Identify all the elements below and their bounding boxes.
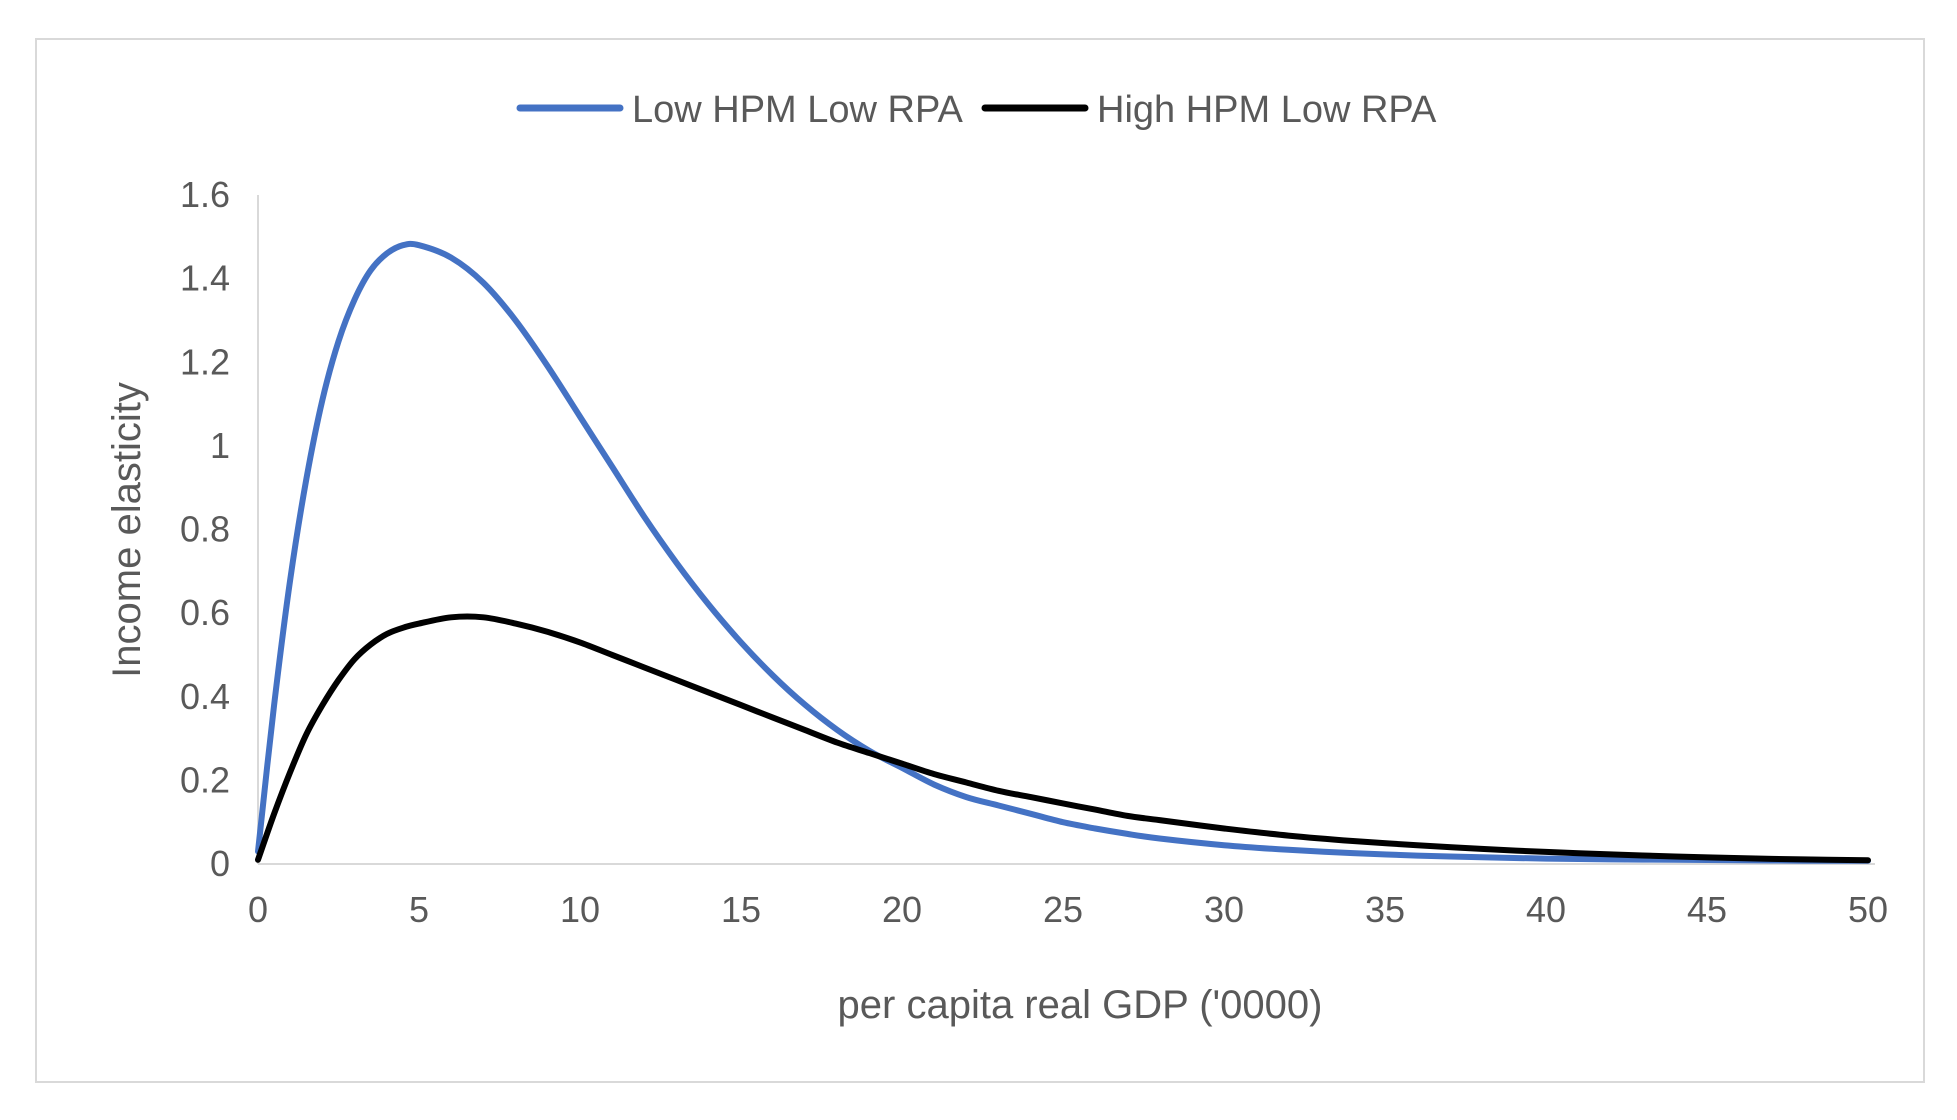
x-tick-label: 20: [882, 889, 922, 930]
x-tick-labels: 0 5 10 15 20 25 30 35 40 45 50: [248, 889, 1888, 930]
y-tick-label: 0.8: [180, 509, 230, 550]
x-tick-label: 5: [409, 889, 429, 930]
y-tick-label: 0.4: [180, 676, 230, 717]
x-axis-title: per capita real GDP ('0000): [838, 983, 1323, 1027]
legend-label-low-hpm: Low HPM Low RPA: [632, 89, 964, 131]
y-tick-label: 0.6: [180, 592, 230, 633]
legend: Low HPM Low RPA High HPM Low RPA: [516, 89, 1437, 131]
series-line-high-hpm-low-rpa: [255, 613, 1871, 864]
y-tick-label: 1.4: [180, 258, 230, 299]
y-tick-label: 0.2: [180, 759, 230, 800]
legend-label-high-hpm: High HPM Low RPA: [1097, 89, 1437, 131]
series-line-low-hpm-low-rpa: [255, 240, 1871, 864]
x-tick-label: 35: [1365, 889, 1405, 930]
x-tick-label: 25: [1043, 889, 1083, 930]
x-tick-label: 0: [248, 889, 268, 930]
x-tick-label: 15: [721, 889, 761, 930]
x-tick-label: 50: [1848, 889, 1888, 930]
x-tick-label: 45: [1687, 889, 1727, 930]
x-tick-label: 10: [560, 889, 600, 930]
series-group: [255, 240, 1871, 864]
x-tick-label: 30: [1204, 889, 1244, 930]
y-tick-label: 1.2: [180, 341, 230, 382]
y-tick-label: 1.6: [180, 174, 230, 215]
chart-frame: [35, 38, 1925, 1083]
y-tick-label: 1: [210, 425, 230, 466]
y-axis-title: Income elasticity: [105, 382, 149, 678]
y-tick-labels: 0 0.2 0.4 0.6 0.8 1 1.2 1.4 1.6: [180, 174, 230, 884]
x-tick-label: 40: [1526, 889, 1566, 930]
y-tick-label: 0: [210, 843, 230, 884]
